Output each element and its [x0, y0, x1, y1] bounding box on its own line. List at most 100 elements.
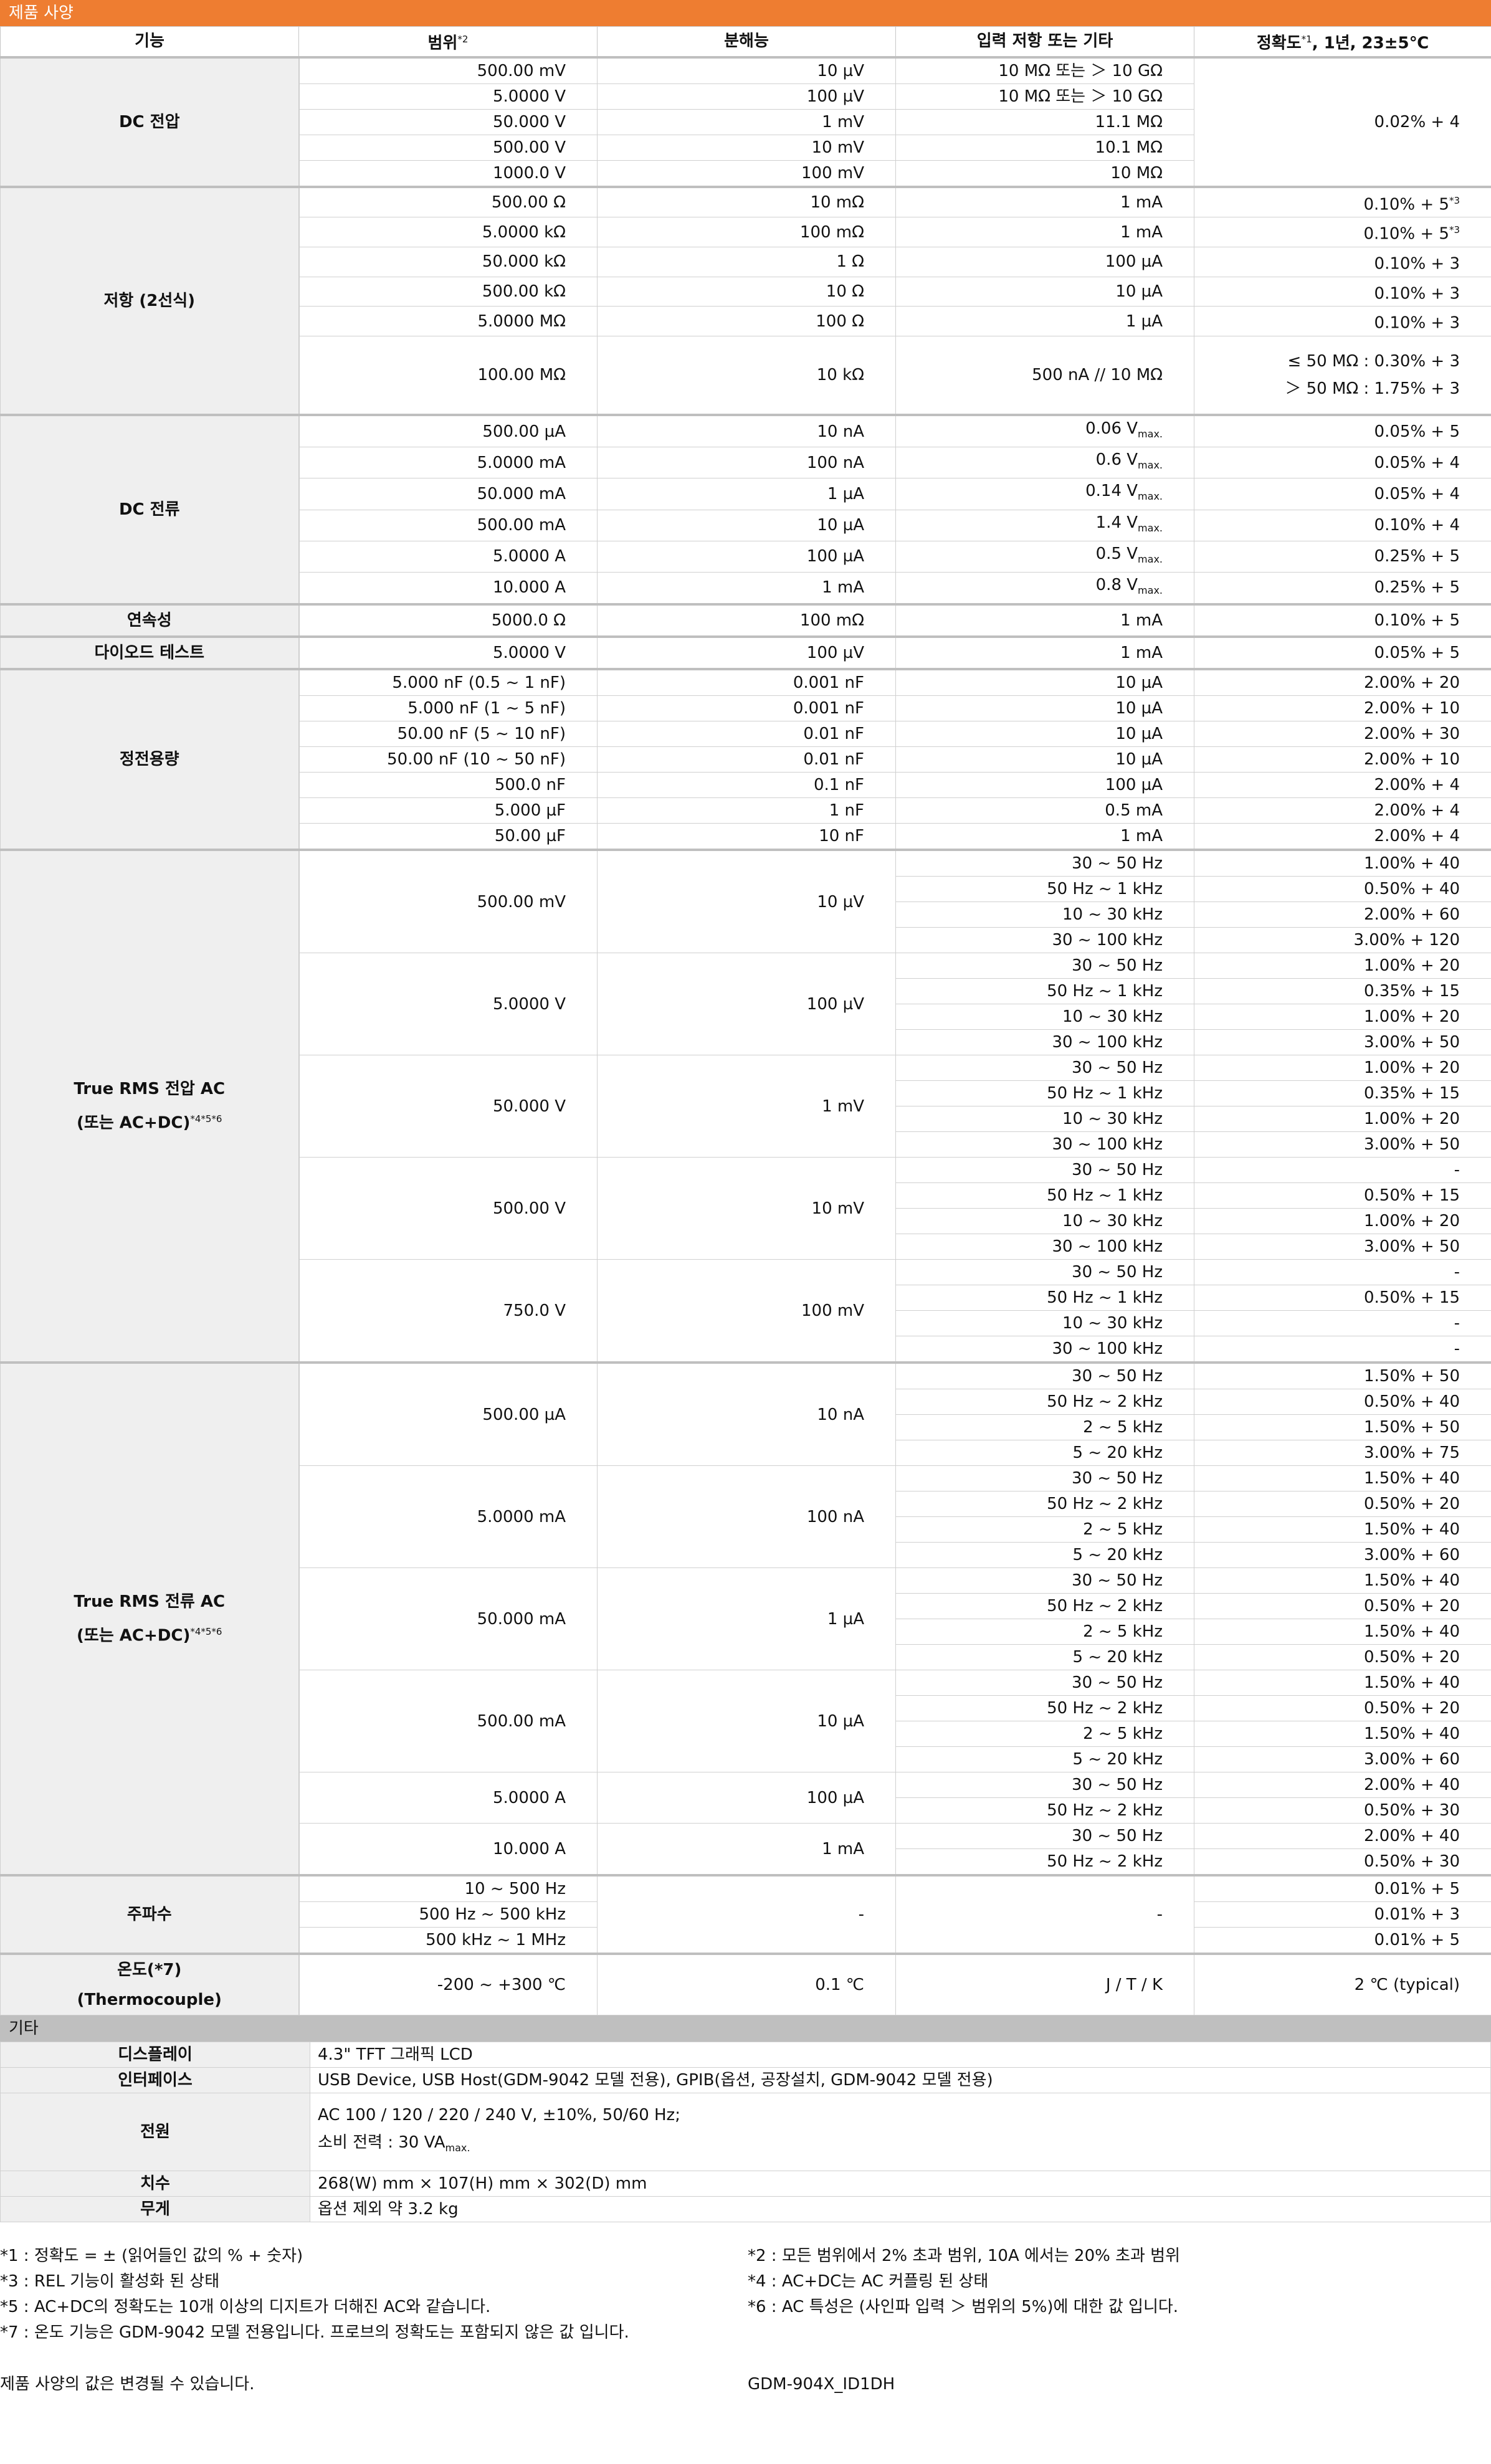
accuracy-cell: 0.50% + 40: [1194, 1389, 1491, 1415]
resolution-cell: 100 nA: [597, 1465, 896, 1569]
subscript: max.: [1138, 521, 1163, 534]
resolution-cell: 1 mV: [597, 108, 896, 135]
input-cell: 10 µA: [895, 276, 1194, 307]
frequency-band-cell: 50 Hz ~ 2 kHz: [895, 1848, 1194, 1876]
table-row: 10 ~ 30 kHz 2.00% + 60: [1, 901, 1491, 928]
function-label: True RMS 전압 AC: [74, 1080, 226, 1099]
resolution-cell: 1 mV: [597, 1055, 896, 1158]
function-ac-current: True RMS 전류 AC (또는 AC+DC)*4*5*6: [0, 1361, 300, 1876]
function-resistance: 저항 (2선식): [0, 185, 300, 416]
footnote-2: *2 : 모든 범위에서 2% 초과 범위, 10A 에서는 20% 초과 범위: [748, 2247, 1181, 2266]
range-cell: 500.00 V: [298, 134, 598, 161]
note-ref: *4*5*6: [190, 1626, 222, 1638]
table-row: 주파수 10 ~ 500 Hz - -0.01% + 5: [0, 1874, 1491, 1954]
text: 0.8 V: [1095, 575, 1138, 594]
power-value: AC 100 / 120 / 220 / 240 V, ±10%, 50/60 …: [310, 2093, 1491, 2172]
table-row: 연속성 5000.0 Ω 100 mΩ 1 mA 0.10% + 5: [0, 603, 1491, 637]
table-row: 50.000 kΩ 1 Ω 100 µA 0.10% + 3: [1, 246, 1491, 277]
text: 0.06 V: [1085, 419, 1138, 438]
input-cell: 10 MΩ: [895, 159, 1194, 188]
range-cell: 50.00 nF (10 ~ 50 nF): [298, 746, 598, 773]
text: 0.10% + 3: [1374, 284, 1460, 303]
header-accuracy: 정확도*1, 1년, 23±5℃: [1194, 26, 1491, 59]
misc-table: 디스플레이 4.3" TFT 그래픽 LCD 인터페이스 USB Device, U…: [0, 2042, 1491, 2223]
accuracy-cell: 1.00% + 20: [1194, 1055, 1491, 1082]
input-cell: -: [895, 1874, 1194, 1954]
table-row: 500 kHz ~ 1 MHz 0.01% + 5: [1, 1927, 1491, 1954]
resolution-cell: 100 µV: [597, 953, 896, 1056]
range-cell: 5.0000 V: [298, 953, 598, 1056]
frequency-band-cell: 50 Hz ~ 1 kHz: [895, 1182, 1194, 1209]
accuracy-cell: 0.01% + 5: [1194, 1927, 1491, 1954]
resolution-cell: 10 mV: [597, 134, 896, 161]
accuracy-cell: 0.10% + 4: [1194, 509, 1491, 541]
frequency-band-cell: 2 ~ 5 kHz: [895, 1414, 1194, 1441]
resolution-cell: 100 mΩ: [597, 217, 896, 247]
input-cell: 0.8 Vmax.: [895, 571, 1194, 605]
resolution-cell: 1 nF: [597, 797, 896, 824]
range-cell: 500.00 mA: [298, 509, 598, 541]
header-range: 범위*2: [298, 26, 598, 59]
resolution-cell: 10 µV: [597, 849, 896, 954]
frequency-band-cell: 50 Hz ~ 2 kHz: [895, 1797, 1194, 1824]
frequency-band-cell: 30 ~ 50 Hz: [895, 1055, 1194, 1082]
spec-body: DC 전압 500.00 mV 10 µV 10 MΩ 또는 ＞ 10 GΩ 0.02%…: [0, 55, 1491, 2016]
resolution-cell: 0.01 nF: [597, 721, 896, 748]
display-value: 4.3" TFT 그래픽 LCD: [310, 2042, 1491, 2068]
frequency-band-cell: 5 ~ 20 kHz: [895, 1644, 1194, 1671]
frequency-band-cell: 30 ~ 50 Hz: [895, 1259, 1194, 1286]
accuracy-cell: 0.35% + 15: [1194, 978, 1491, 1005]
frequency-band-cell: 50 Hz ~ 2 kHz: [895, 1389, 1194, 1415]
input-cell: 11.1 MΩ: [895, 108, 1194, 135]
resolution-cell: 100 µA: [597, 540, 896, 573]
weight-label: 무게: [0, 2196, 310, 2223]
frequency-band-cell: 50 Hz ~ 1 kHz: [895, 978, 1194, 1005]
table-row: True RMS 전류 AC (또는 AC+DC)*4*5*6 500.00 µA 1…: [0, 1361, 1491, 1876]
range-cell: 100.00 MΩ: [298, 335, 598, 416]
accuracy-cell: 0.10% + 5*3: [1194, 217, 1491, 247]
frequency-band-cell: 50 Hz ~ 2 kHz: [895, 1695, 1194, 1722]
accuracy-cell: 1.50% + 40: [1194, 1619, 1491, 1645]
footer: 제품 사양의 값은 변경될 수 있습니다. GDM-904X_ID1DH: [0, 2372, 1491, 2397]
frequency-band-cell: 50 Hz ~ 2 kHz: [895, 1491, 1194, 1518]
accuracy-cell: 2.00% + 4: [1194, 823, 1491, 850]
frequency-band-cell: 10 ~ 30 kHz: [895, 1004, 1194, 1030]
accuracy-cell: 1.50% + 50: [1194, 1414, 1491, 1441]
range-cell: 500.00 Ω: [298, 185, 598, 218]
frequency-band-cell: 2 ~ 5 kHz: [895, 1619, 1194, 1645]
input-cell: 10 MΩ 또는 ＞ 10 GΩ: [895, 83, 1194, 110]
input-cell: 1 mA: [895, 823, 1194, 850]
accuracy-cell: 0.25% + 5: [1194, 571, 1491, 605]
misc-title: 기타: [0, 2015, 1491, 2042]
resolution-cell: 1 Ω: [597, 246, 896, 277]
table-row: True RMS 전압 AC (또는 AC+DC)*4*5*6 500.00 mV 1…: [0, 849, 1491, 1363]
accuracy-cell: 0.05% + 4: [1194, 447, 1491, 479]
resolution-cell: -: [597, 1874, 896, 1954]
frequency-band-cell: 5 ~ 20 kHz: [895, 1440, 1194, 1467]
accuracy-cell: 0.25% + 5: [1194, 540, 1491, 573]
note-ref: *4*5*6: [190, 1113, 222, 1125]
range-cell: 5000.0 Ω: [298, 603, 598, 637]
range-cell: 5.000 nF (0.5 ~ 1 nF): [298, 668, 598, 697]
table-row: 5 ~ 20 kHz 3.00% + 75: [1, 1440, 1491, 1467]
resolution-cell: 1 mA: [597, 571, 896, 605]
table-row: 50 Hz ~ 2 kHz 0.50% + 30: [1, 1797, 1491, 1824]
frequency-band-cell: 30 ~ 100 kHz: [895, 1234, 1194, 1260]
input-cell: 1 mA: [895, 635, 1194, 670]
range-cell: 500 Hz ~ 500 kHz: [298, 1901, 598, 1928]
interface-label: 인터페이스: [0, 2067, 310, 2094]
range-cell: 500.00 µA: [298, 413, 598, 448]
function-sublabel: (Thermocouple): [77, 1991, 222, 2010]
accuracy-cell: 0.50% + 20: [1194, 1695, 1491, 1722]
accuracy-cell: 1.00% + 20: [1194, 1004, 1491, 1030]
range-cell: 500.00 mV: [298, 55, 598, 84]
input-cell: 0.06 Vmax.: [895, 413, 1194, 448]
input-cell: 0.5 Vmax.: [895, 540, 1194, 573]
accuracy-cell: 0.35% + 15: [1194, 1080, 1491, 1107]
text: 0.6 V: [1095, 450, 1138, 470]
table-row: 30 ~ 100 kHz 3.00% + 50: [1, 1131, 1491, 1158]
text: 0.10% + 5: [1363, 224, 1449, 244]
subscript: max.: [1138, 490, 1163, 503]
frequency-band-cell: 2 ~ 5 kHz: [895, 1721, 1194, 1748]
